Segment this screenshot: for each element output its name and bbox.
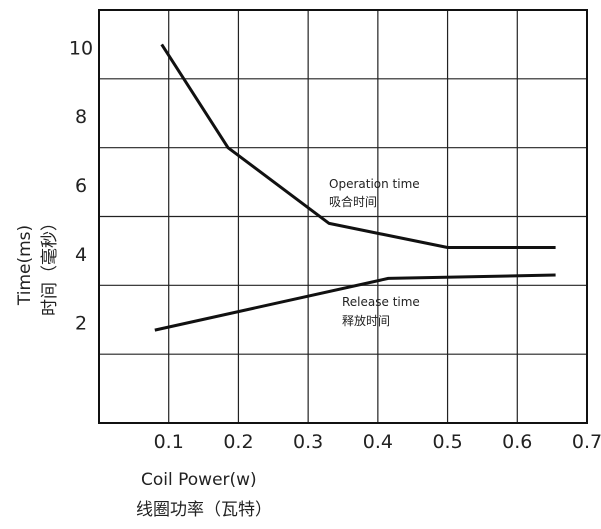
x-tick-label: 0.1 — [154, 431, 184, 453]
release-time-label: Release time — [342, 295, 420, 309]
operation-time-line — [160, 43, 556, 249]
plot-frame — [98, 9, 588, 424]
y-tick-label: 8 — [75, 106, 87, 128]
operation-time-label: Operation time — [329, 177, 420, 191]
y-tick-label: 4 — [75, 244, 87, 266]
operation-time-label-cn: 吸合时间 — [329, 194, 377, 209]
y-tick-label: 10 — [69, 37, 93, 59]
y-axis-label-cn: 时间（毫秒） — [40, 214, 60, 316]
grid — [99, 10, 587, 423]
x-tick-label: 0.7 — [572, 431, 601, 453]
series-lines — [154, 43, 556, 332]
y-axis-label: Time(ms) — [15, 225, 35, 306]
plot-border — [98, 9, 588, 424]
y-tick-label: 2 — [75, 313, 87, 335]
y-tick-labels: 2 4 6 8 10 — [69, 37, 93, 334]
y-tick-label: 6 — [75, 175, 87, 197]
x-tick-label: 0.6 — [502, 431, 532, 453]
x-tick-label: 0.2 — [223, 431, 253, 453]
x-tick-label: 0.5 — [432, 431, 462, 453]
x-tick-labels: 0.1 0.2 0.3 0.4 0.5 0.6 0.7 — [154, 431, 601, 453]
x-tick-label: 0.3 — [293, 431, 323, 453]
release-time-line — [154, 273, 556, 332]
x-axis-label: Coil Power(w) — [141, 470, 257, 490]
x-tick-label: 0.4 — [363, 431, 393, 453]
release-time-label-cn: 释放时间 — [342, 313, 390, 328]
x-axis-label-cn: 线圈功率（瓦特） — [136, 500, 272, 520]
